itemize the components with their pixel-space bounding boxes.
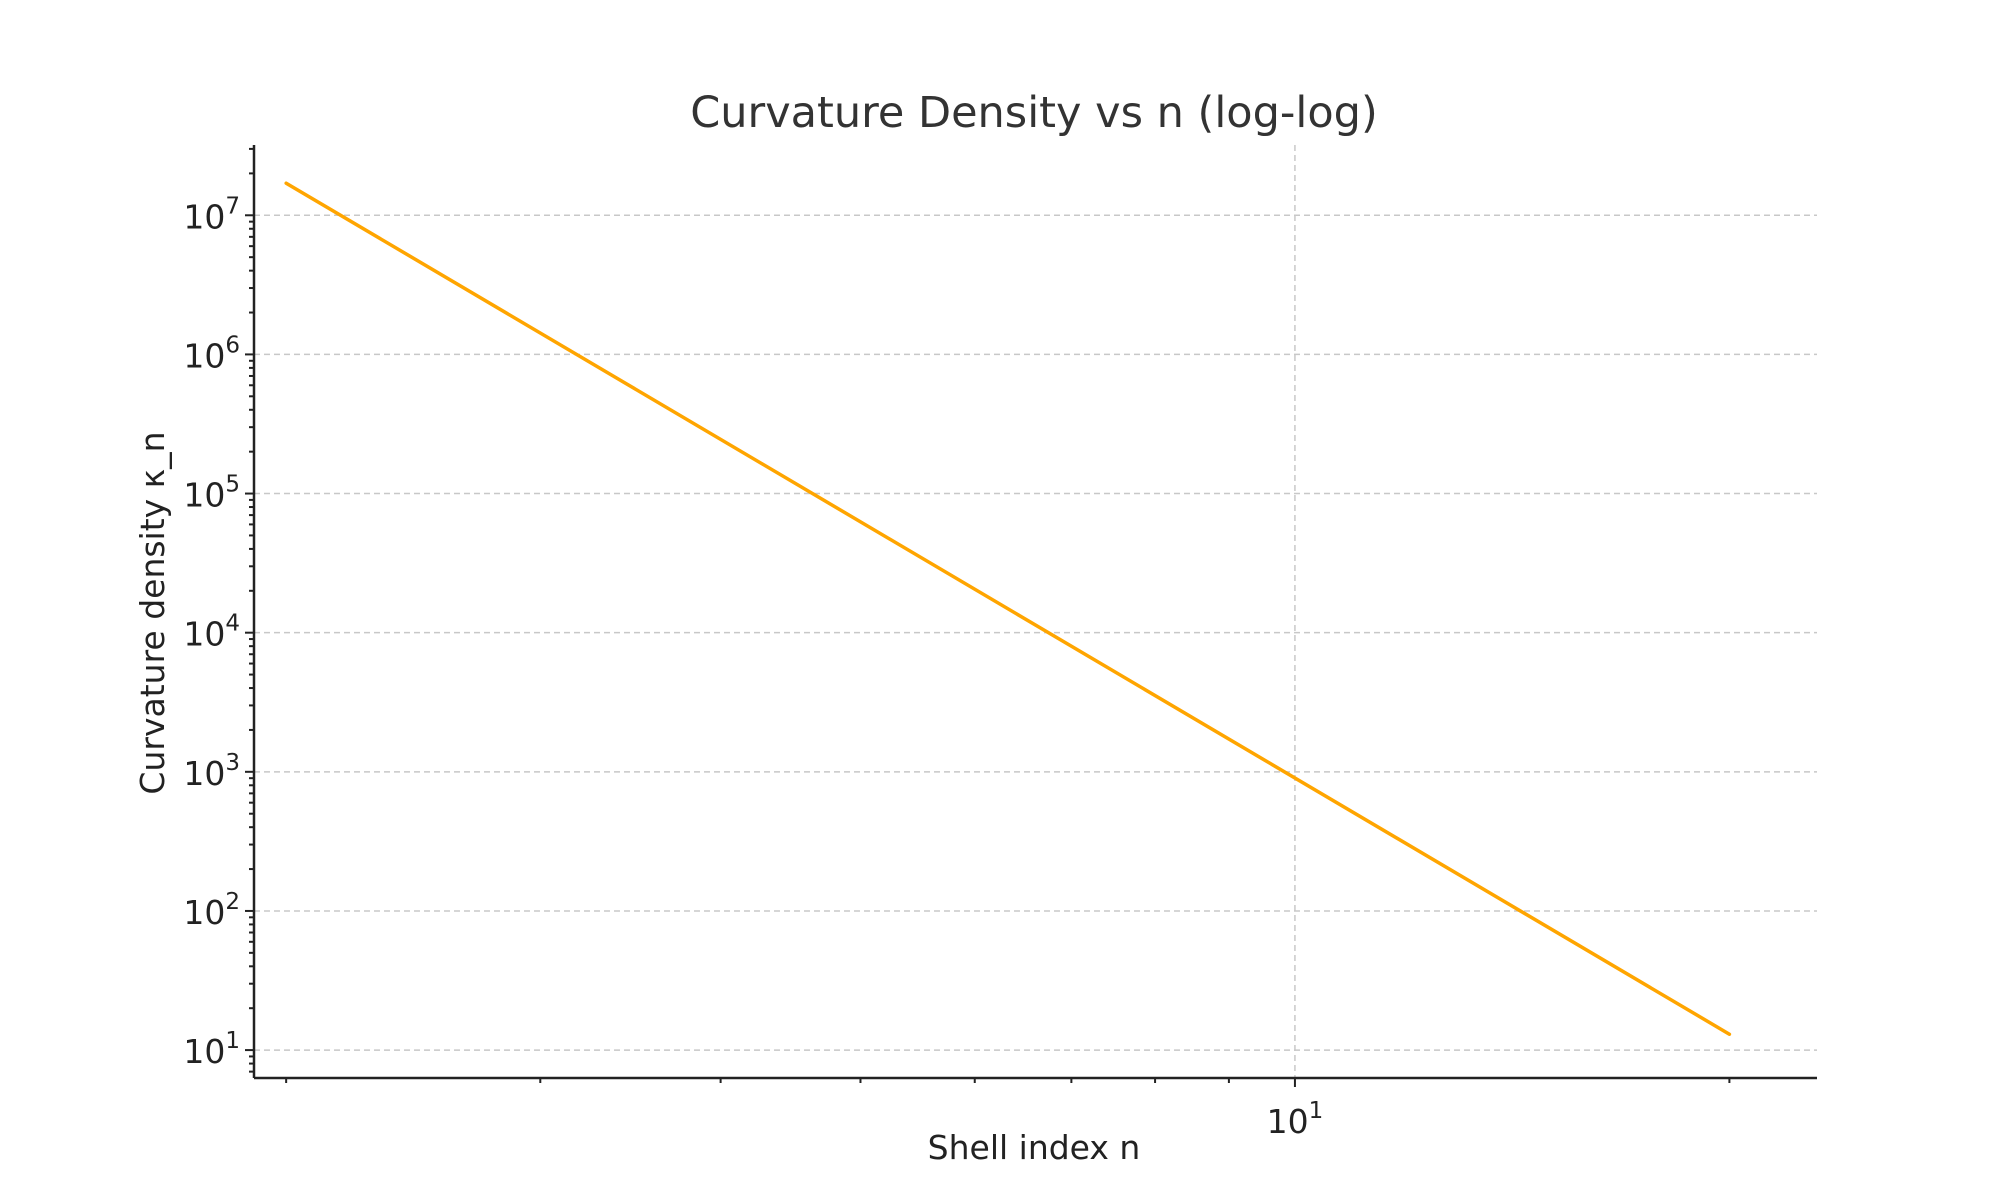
y-tick-label: 103 bbox=[183, 750, 240, 793]
y-tick-label: 104 bbox=[183, 611, 240, 654]
y-tick-label: 106 bbox=[183, 332, 240, 375]
series-line-1 bbox=[284, 181, 1732, 1036]
grid-lines bbox=[254, 145, 1817, 1078]
minor-ticks bbox=[249, 147, 1731, 1083]
series-layer bbox=[284, 181, 1732, 1036]
y-tick-label: 102 bbox=[183, 889, 240, 932]
major-ticks bbox=[245, 214, 1296, 1087]
y-tick-label: 105 bbox=[183, 472, 240, 515]
y-tick-label: 107 bbox=[183, 193, 240, 236]
y-tick-label: 101 bbox=[183, 1028, 240, 1071]
x-axis-label: Shell index n bbox=[928, 1128, 1141, 1167]
x-tick-label: 101 bbox=[1267, 1098, 1324, 1141]
chart-title: Curvature Density vs n (log-log) bbox=[690, 88, 1377, 138]
tick-labels: 101 102 103 104 105 106 107 101 bbox=[183, 193, 1323, 1141]
y-axis-label: Curvature density κ_n bbox=[133, 431, 172, 794]
